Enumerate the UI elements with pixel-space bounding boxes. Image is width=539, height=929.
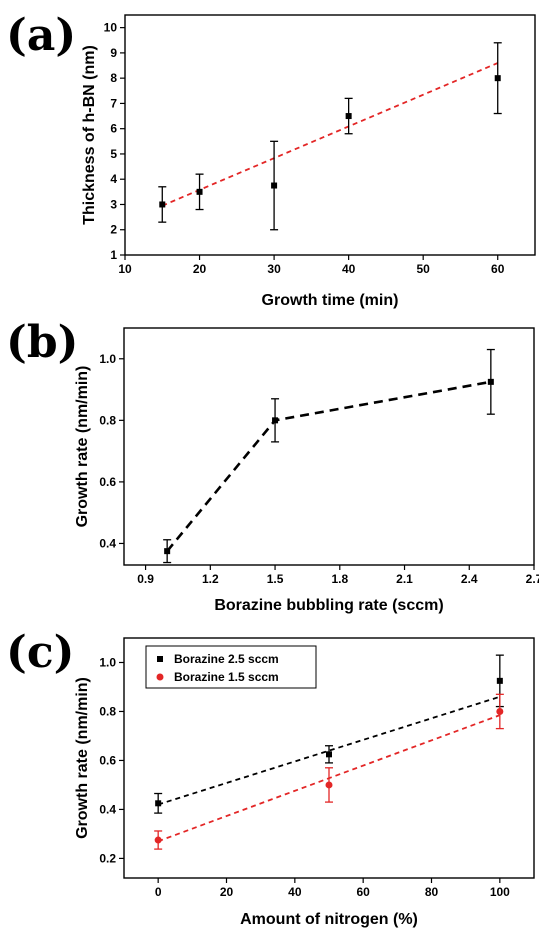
c1-ytick-label-1: 0.6 (99, 475, 116, 489)
c2-xtick-label-3: 60 (356, 885, 370, 899)
c0-s0-point-1 (196, 188, 203, 195)
c2-plot-frame (123, 637, 535, 879)
c2-ytick-label-2: 0.6 (99, 753, 116, 767)
c2-y-axis-title: Growth rate (nm/min) (74, 677, 91, 839)
c2-xtick-label-5: 100 (490, 885, 510, 899)
c0-ytick-label-0: 1 (110, 248, 117, 262)
c1-ytick-label-2: 0.8 (99, 413, 116, 427)
c1-xtick-label-6: 2.7 (526, 572, 539, 586)
c1-ytick-label-0: 0.4 (99, 536, 116, 550)
c2-xtick-label-0: 0 (155, 885, 162, 899)
c0-xtick-label-1: 20 (193, 262, 207, 276)
c1-xtick-label-3: 1.8 (331, 572, 348, 586)
panel-label-a: (a) (6, 10, 76, 61)
c1-xtick-label-0: 0.9 (137, 572, 154, 586)
chart-thickness-vs-time: 10 20 30 40 50 60 1 2 3 4 5 6 7 8 9 10 Growth time (min)… (81, 14, 536, 309)
c2-xtick-label-4: 80 (425, 885, 439, 899)
c0-plot-frame (124, 14, 536, 256)
c2-s0-point-1 (326, 751, 332, 758)
c1-s0-point-2 (487, 378, 494, 385)
c2-legend-label-0: Borazine 2.5 sccm (174, 652, 279, 666)
c0-ytick-label-7: 8 (110, 71, 117, 85)
c2-legend-label-1: Borazine 1.5 sccm (174, 670, 279, 684)
c1-s0-point-0 (164, 548, 171, 555)
c2-legend-marker-0 (157, 656, 163, 662)
c1-x-axis-title: Borazine bubbling rate (sccm) (214, 597, 443, 614)
c2-xtick-label-2: 40 (288, 885, 302, 899)
c1-xtick-label-5: 2.4 (461, 572, 478, 586)
c2-ytick-label-1: 0.4 (99, 802, 116, 816)
c0-y-axis-title: Thickness of h-BN (nm) (81, 45, 98, 225)
c0-ytick-label-8: 9 (110, 46, 117, 60)
c2-x-axis-title: Amount of nitrogen (%) (240, 911, 418, 928)
c2-s1-point-0 (154, 836, 162, 844)
panel-label-c: (c) (6, 627, 74, 678)
c0-s0-point-2 (271, 182, 278, 189)
c2-ytick-label-3: 0.8 (99, 704, 116, 718)
panel-label-b: (b) (6, 317, 78, 368)
c1-s0-point-1 (272, 417, 279, 424)
c0-xtick-label-3: 40 (342, 262, 356, 276)
c1-xtick-label-1: 1.2 (202, 572, 219, 586)
c0-s0-point-3 (345, 113, 352, 120)
c0-xtick-label-2: 30 (267, 262, 281, 276)
c2-s1-point-1 (325, 781, 333, 789)
c2-legend-box (145, 645, 317, 689)
c1-series-0-line (166, 380, 492, 552)
c2-ytick-label-4: 1.0 (99, 655, 116, 669)
c0-xtick-label-5: 60 (491, 262, 505, 276)
c0-ytick-label-2: 3 (110, 197, 117, 211)
c2-s0-point-0 (155, 800, 162, 807)
c2-xtick-label-1: 20 (220, 885, 234, 899)
c1-ytick-label-3: 1.0 (99, 352, 116, 366)
c0-fit-line-0 (161, 62, 499, 207)
c0-ytick-label-3: 4 (110, 172, 117, 186)
c1-xtick-label-2: 1.5 (267, 572, 284, 586)
c1-plot-frame (123, 327, 535, 566)
chart-rate-vs-nitrogen: 0 20 40 60 80 100 0.2 0.4 0.6 0.8 1.0 Amount of nit… (74, 637, 535, 928)
c0-ytick-label-1: 2 (110, 223, 117, 237)
c0-x-axis-title: Growth time (min) (262, 292, 399, 309)
c0-ytick-label-9: 10 (104, 21, 118, 35)
c0-s0-point-0 (159, 201, 166, 208)
c0-ytick-label-4: 5 (110, 147, 117, 161)
chart-rate-vs-bubbling: 0.9 1.2 1.5 1.8 2.1 2.4 2.7 0.4 0.6 0.8 1.0 Borazin… (74, 327, 539, 614)
c2-fit-line-0 (157, 695, 501, 806)
c2-legend-marker-1 (156, 673, 164, 681)
c0-xtick-label-0: 10 (118, 262, 132, 276)
c2-ytick-label-0: 0.2 (99, 851, 116, 865)
c2-s0-point-2 (496, 677, 503, 684)
c0-s0-point-4 (494, 75, 501, 82)
c1-y-axis-title: Growth rate (nm/min) (74, 366, 91, 528)
c0-xtick-label-4: 50 (417, 262, 431, 276)
c0-ytick-label-5: 6 (110, 122, 117, 136)
c1-xtick-label-4: 2.1 (396, 572, 413, 586)
c0-ytick-label-6: 7 (110, 96, 117, 110)
c2-s1-point-2 (496, 707, 504, 715)
